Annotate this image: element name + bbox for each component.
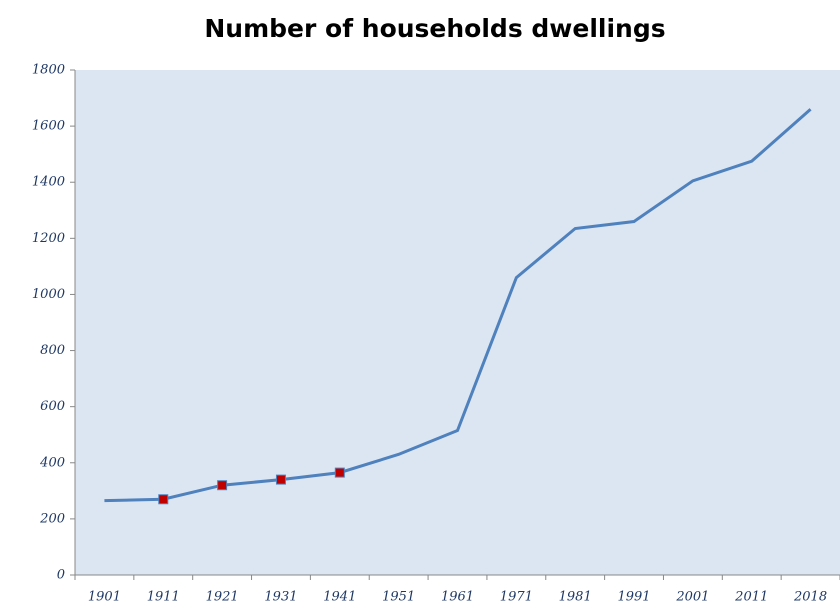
y-tick-label: 1000: [32, 287, 65, 302]
x-tick-label: 1961: [441, 590, 474, 605]
data-marker: [334, 467, 345, 478]
x-tick-label: 2018: [793, 590, 827, 605]
data-marker: [275, 474, 286, 485]
y-tick-label: 1600: [32, 119, 65, 134]
data-marker: [217, 480, 228, 491]
x-tick-label: 1941: [323, 590, 356, 605]
x-tick-label: 1981: [559, 590, 592, 605]
plot-area: [75, 70, 840, 575]
y-tick-label: 1200: [32, 231, 65, 246]
y-tick-label: 200: [39, 511, 65, 526]
x-tick-label: 1921: [206, 590, 239, 605]
y-tick-label: 600: [40, 399, 65, 414]
y-tick-label: 1400: [32, 175, 65, 190]
chart-title: Number of households dwellings: [204, 14, 665, 43]
y-tick-label: 1800: [32, 63, 65, 78]
data-marker: [158, 494, 169, 505]
x-tick-label: 2001: [675, 590, 709, 605]
x-tick-label: 1951: [382, 590, 415, 605]
y-tick-label: 800: [40, 343, 65, 358]
y-tick-label: 400: [39, 455, 65, 470]
x-tick-label: 2011: [734, 590, 768, 605]
x-tick-label: 1991: [617, 590, 650, 605]
y-tick-label: 0: [57, 568, 65, 583]
x-tick-label: 1901: [88, 590, 121, 605]
x-tick-label: 1971: [500, 590, 533, 605]
x-tick-label: 1931: [264, 590, 297, 605]
x-tick-label: 1911: [147, 590, 180, 605]
